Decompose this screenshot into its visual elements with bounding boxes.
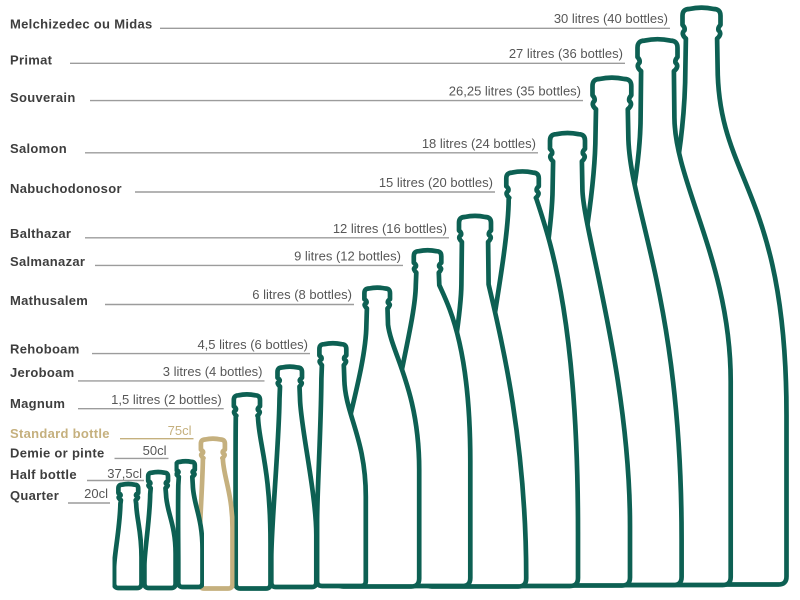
- svg-text:Jeroboam: Jeroboam: [10, 365, 75, 380]
- svg-text:9 litres (12 bottles): 9 litres (12 bottles): [294, 249, 401, 264]
- svg-text:Balthazar: Balthazar: [10, 226, 71, 241]
- svg-text:15 litres (20 bottles): 15 litres (20 bottles): [379, 175, 493, 190]
- svg-text:Rehoboam: Rehoboam: [10, 342, 80, 357]
- svg-text:Salomon: Salomon: [10, 141, 67, 156]
- svg-text:6 litres (8 bottles): 6 litres (8 bottles): [252, 287, 352, 302]
- svg-text:37,5cl: 37,5cl: [107, 466, 142, 481]
- svg-text:12 litres (16 bottles): 12 litres (16 bottles): [333, 221, 447, 236]
- svg-text:Melchizedec ou Midas: Melchizedec ou Midas: [10, 17, 153, 32]
- svg-text:Demie or pinte: Demie or pinte: [10, 446, 105, 461]
- svg-text:1,5 litres (2 bottles): 1,5 litres (2 bottles): [111, 392, 222, 407]
- svg-text:Half bottle: Half bottle: [10, 467, 77, 482]
- svg-text:Primat: Primat: [10, 53, 53, 68]
- svg-text:Quarter: Quarter: [10, 488, 59, 503]
- svg-text:75cl: 75cl: [168, 423, 192, 438]
- svg-text:Salmanazar: Salmanazar: [10, 254, 85, 269]
- svg-text:Nabuchodonosor: Nabuchodonosor: [10, 181, 122, 196]
- svg-text:20cl: 20cl: [84, 486, 108, 501]
- svg-text:27 litres (36 bottles): 27 litres (36 bottles): [509, 46, 623, 61]
- svg-text:4,5 litres (6 bottles): 4,5 litres (6 bottles): [197, 337, 308, 352]
- svg-text:Magnum: Magnum: [10, 396, 65, 411]
- svg-text:50cl: 50cl: [143, 443, 167, 458]
- svg-text:Souverain: Souverain: [10, 90, 76, 105]
- svg-text:Mathusalem: Mathusalem: [10, 293, 88, 308]
- svg-text:18 litres (24 bottles): 18 litres (24 bottles): [422, 136, 536, 151]
- svg-text:Standard bottle: Standard bottle: [10, 426, 110, 441]
- svg-text:26,25 litres (35 bottles): 26,25 litres (35 bottles): [449, 84, 581, 99]
- svg-text:30 litres (40 bottles): 30 litres (40 bottles): [554, 11, 668, 26]
- svg-text:3 litres (4 bottles): 3 litres (4 bottles): [163, 364, 263, 379]
